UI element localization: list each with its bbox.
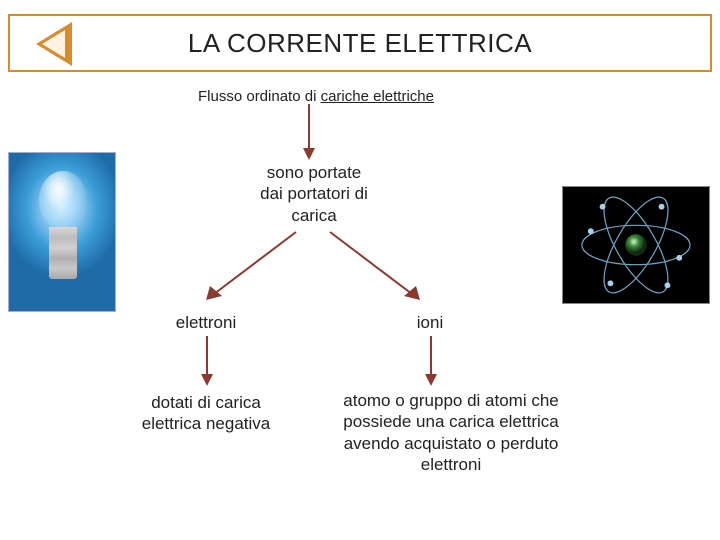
node-ioni-desc-text: atomo o gruppo di atomi che possiede una…	[326, 390, 576, 475]
lightbulb-image	[8, 152, 116, 312]
node-portatori-text: sono portate dai portatori di carica	[234, 162, 394, 226]
title-bar: LA CORRENTE ELETTRICA	[8, 14, 712, 72]
subtitle: Flusso ordinato di cariche elettriche	[198, 88, 434, 105]
back-arrow-icon[interactable]	[36, 22, 72, 66]
node-elettroni-text: elettroni	[176, 313, 236, 332]
node-ioni: ioni	[400, 312, 460, 333]
page-title: LA CORRENTE ELETTRICA	[188, 28, 532, 59]
arrow-portatori-to-ioni	[326, 228, 428, 308]
arrow-portatori-to-elettroni	[198, 228, 300, 308]
node-portatori: sono portate dai portatori di carica	[234, 162, 394, 226]
node-elettroni-desc: dotati di carica elettrica negativa	[116, 392, 296, 435]
atom-image	[562, 186, 710, 304]
node-ioni-desc: atomo o gruppo di atomi che possiede una…	[326, 390, 576, 475]
arrow-ioni-to-desc	[424, 336, 438, 386]
node-elettroni: elettroni	[156, 312, 256, 333]
node-ioni-text: ioni	[417, 313, 443, 332]
node-elettroni-desc-text: dotati di carica elettrica negativa	[116, 392, 296, 435]
subtitle-underlined: cariche elettriche	[321, 88, 434, 105]
arrow-subtitle-to-portatori	[302, 104, 316, 160]
arrow-elettroni-to-desc	[200, 336, 214, 386]
subtitle-prefix: Flusso ordinato di	[198, 88, 321, 105]
